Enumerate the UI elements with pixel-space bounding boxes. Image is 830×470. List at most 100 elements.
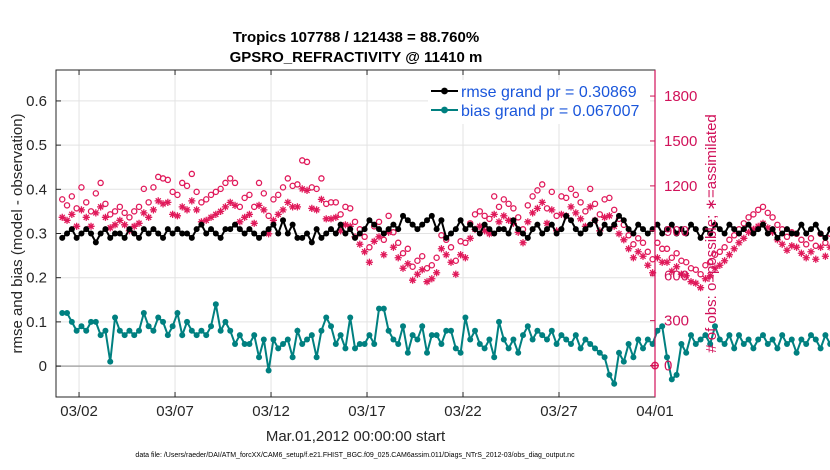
rmse-point: [68, 226, 75, 233]
rmse-point: [299, 234, 306, 241]
obs-assimilated-point: [711, 264, 719, 272]
rmse-point: [798, 221, 805, 228]
obs-possible-point: [82, 199, 90, 206]
y-tick-label-left: 0.3: [26, 226, 47, 243]
obs-assimilated-point: [567, 203, 575, 211]
obs-assimilated-point: [413, 270, 422, 278]
data-file-footnote: data file: /Users/raeder/DAI/ATM_forcXX/…: [135, 452, 575, 459]
obs-possible-point: [769, 214, 776, 221]
bias-point: [568, 340, 575, 347]
obs-assimilated-point: [533, 204, 542, 212]
rmse-point: [361, 226, 368, 233]
y-tick-label-left: 0.4: [26, 181, 47, 198]
obs-assimilated-point: [442, 251, 450, 259]
rmse-point: [496, 226, 503, 233]
series-rmse: [59, 212, 830, 246]
obs-possible-point: [404, 245, 412, 253]
bias-point: [126, 327, 133, 334]
bias-point: [769, 336, 776, 343]
bias-point: [668, 376, 675, 383]
obs-assimilated-point: [87, 222, 95, 230]
obs-assimilated-point: [236, 218, 244, 226]
obs-assimilated-point: [82, 213, 90, 221]
rmse-point: [683, 230, 690, 237]
y-tick-label-left: 0.1: [26, 314, 47, 331]
obs-possible-point: [807, 235, 815, 242]
obs-possible-point: [279, 184, 287, 191]
obs-assimilated-point: [744, 228, 753, 236]
x-tick-label: 03/02: [60, 403, 98, 420]
rmse-point: [342, 230, 349, 237]
obs-assimilated-point: [178, 203, 186, 211]
rmse-point: [510, 217, 517, 224]
bias-point: [347, 314, 354, 321]
rmse-point: [328, 226, 335, 233]
rmse-point: [64, 230, 71, 237]
bias-point: [352, 345, 359, 352]
rmse-point: [88, 230, 95, 237]
rmse-point: [179, 230, 186, 237]
obs-possible-point: [361, 233, 368, 241]
rmse-point: [160, 234, 167, 241]
obs-possible-point: [596, 211, 604, 218]
bias-point: [78, 323, 85, 330]
obs-assimilated-point: [332, 213, 340, 221]
obs-possible-point: [591, 200, 599, 208]
rmse-point: [280, 217, 287, 224]
obs-assimilated-point: [231, 201, 239, 209]
obs-assimilated-point: [92, 209, 100, 217]
bias-point: [472, 327, 479, 334]
obs-possible-point: [150, 184, 157, 191]
chart-title-line2: GPSRO_REFRACTIVITY @ 11410 m: [230, 49, 483, 66]
rmse-point: [409, 221, 416, 228]
bias-point: [328, 323, 335, 330]
obs-possible-point: [226, 175, 234, 182]
obs-assimilated-point: [524, 218, 532, 226]
obs-possible-point: [610, 206, 618, 214]
bias-point: [481, 345, 488, 352]
bias-point: [654, 327, 661, 334]
obs-possible-point: [303, 158, 311, 166]
rmse-point: [467, 221, 474, 228]
rmse-point: [486, 226, 493, 233]
obs-possible-point: [697, 270, 704, 278]
obs-assimilated-point: [409, 276, 417, 284]
bias-point: [496, 318, 503, 325]
rmse-point: [92, 239, 99, 246]
obs-assimilated-point: [361, 248, 369, 256]
obs-possible-point: [740, 220, 748, 227]
obs-assimilated-point: [461, 254, 470, 262]
obs-possible-point: [490, 193, 498, 200]
bias-point: [404, 349, 411, 356]
obs-possible-point: [222, 179, 229, 187]
obs-possible-point: [711, 251, 719, 259]
obs-assimilated-point: [812, 255, 820, 263]
obs-assimilated-point: [164, 198, 172, 206]
bias-point: [500, 336, 507, 343]
bias-point: [280, 340, 287, 347]
bias-point: [529, 336, 536, 343]
obs-possible-point: [572, 191, 580, 199]
obs-assimilated-point: [505, 216, 513, 224]
y-tick-label-right: 0: [664, 358, 672, 375]
bias-point: [457, 349, 464, 356]
bias-point: [827, 340, 830, 347]
x-tick-label: 03/07: [156, 403, 194, 420]
obs-assimilated-point: [452, 270, 460, 278]
bias-point: [448, 327, 455, 334]
obs-assimilated-point: [740, 234, 748, 242]
bias-point: [131, 332, 138, 339]
obs-possible-point: [332, 199, 340, 206]
obs-assimilated-point: [634, 248, 642, 256]
rmse-point: [140, 226, 147, 233]
rmse-point: [107, 234, 114, 241]
bias-point: [572, 332, 579, 339]
rmse-point: [212, 230, 219, 237]
rmse-point: [246, 226, 253, 233]
obs-assimilated-point: [668, 267, 676, 275]
bias-point: [92, 318, 99, 325]
obs-possible-point: [644, 248, 652, 256]
rmse-point: [102, 226, 109, 233]
obs-assimilated-point: [557, 210, 566, 218]
bias-point: [803, 340, 810, 347]
